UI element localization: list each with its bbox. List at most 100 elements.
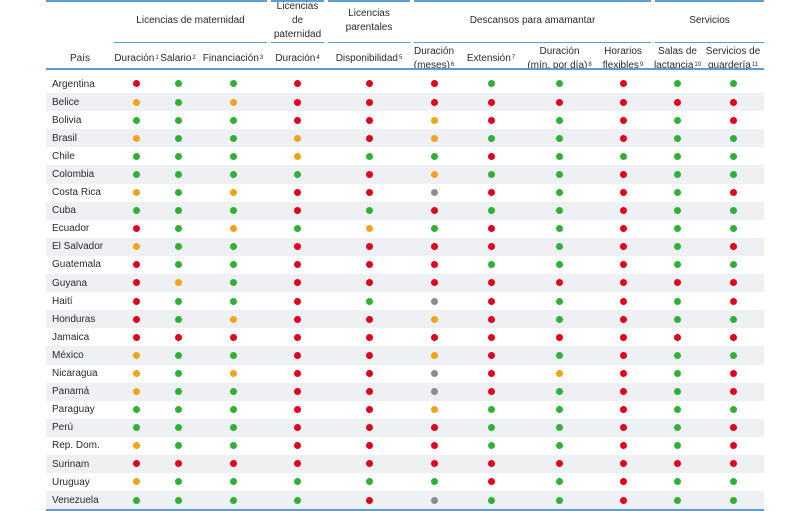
breastfeeding-months-cell — [412, 274, 457, 293]
table-row: Guyana — [46, 274, 765, 293]
status-dot-green — [229, 170, 237, 178]
parental-availability-cell — [326, 93, 413, 112]
breastfeeding-months-cell — [412, 310, 457, 329]
status-dot-red — [365, 460, 373, 468]
daycare-services-cell — [702, 346, 765, 365]
status-dot-red — [365, 496, 373, 504]
status-dot-red — [365, 388, 373, 395]
paternity-duration-cell — [269, 365, 326, 383]
lactation-rooms-cell — [653, 491, 703, 510]
country-cell: Panamá — [46, 382, 114, 401]
maternity-duration-cell — [114, 220, 159, 238]
lactation-rooms-cell — [653, 220, 702, 238]
benefits-table: Licencias de maternidad Licencias de pat… — [46, 0, 765, 510]
status-dot-green — [229, 351, 237, 359]
status-dot-red — [365, 369, 373, 377]
breastfeeding-months-cell — [412, 292, 456, 310]
breastfeeding-extension-cell — [456, 454, 527, 474]
lactation-rooms-cell — [653, 184, 702, 202]
status-dot-green — [729, 225, 737, 233]
status-dot-orange — [133, 388, 140, 395]
maternity-financing-cell — [197, 111, 269, 129]
status-dot-red — [729, 279, 737, 287]
status-dot-green — [729, 134, 737, 142]
country-cell: Ecuador — [52, 223, 90, 235]
status-dot-green — [487, 80, 495, 88]
status-dot-red — [487, 388, 495, 395]
status-dot-red — [487, 152, 495, 160]
country-cell: Chile — [52, 150, 75, 162]
flexible-hours-cell — [593, 346, 654, 365]
status-dot-red — [294, 424, 302, 432]
status-dot-green — [133, 406, 140, 414]
status-dot-orange — [133, 478, 140, 486]
status-dot-red — [294, 279, 302, 287]
flexible-hours-cell — [593, 454, 654, 474]
breastfeeding-minutes-cell — [526, 75, 593, 93]
table-row: Venezuela — [46, 491, 765, 510]
status-dot-red — [365, 315, 373, 323]
breastfeeding-extension-cell — [456, 165, 527, 184]
status-dot-green — [556, 478, 564, 486]
breastfeeding-minutes-cell — [526, 473, 593, 491]
status-dot-green — [674, 80, 682, 88]
maternity-financing-cell — [197, 220, 269, 238]
status-dot-red — [294, 98, 302, 106]
daycare-services-cell — [702, 147, 764, 165]
breastfeeding-extension-cell — [456, 418, 527, 437]
status-dot-red — [729, 297, 737, 305]
status-dot-green — [229, 80, 237, 88]
status-dot-green — [174, 315, 182, 323]
maternity-duration-cell — [114, 165, 159, 184]
status-dot-red — [294, 369, 302, 377]
breastfeeding-minutes-cell — [526, 382, 594, 401]
table-row: Paraguay — [46, 401, 764, 419]
daycare-services-cell — [702, 437, 764, 455]
maternity-salary-cell — [159, 147, 197, 165]
status-dot-green — [674, 496, 682, 504]
daycare-services-cell — [702, 310, 765, 329]
breastfeeding-extension-cell — [456, 310, 527, 329]
breastfeeding-minutes-cell — [526, 346, 594, 365]
lactation-rooms-cell — [653, 111, 702, 129]
table-row: Costa Rica — [46, 184, 764, 202]
maternity-financing-cell — [197, 201, 270, 220]
status-dot-green — [556, 315, 564, 323]
breastfeeding-months-cell — [412, 473, 456, 491]
status-dot-green — [174, 207, 182, 215]
status-dot-red — [133, 225, 140, 233]
flexible-hours-cell — [593, 237, 654, 256]
status-dot-red — [619, 388, 627, 395]
status-dot-red — [619, 225, 627, 233]
breastfeeding-minutes-cell — [526, 220, 593, 238]
status-dot-red — [174, 333, 182, 341]
table-row: El Salvador — [46, 237, 765, 256]
status-dot-green — [174, 188, 182, 196]
breastfeeding-extension-cell — [456, 147, 526, 165]
table-row: México — [46, 346, 765, 365]
status-dot-red — [365, 243, 373, 251]
status-dot-green — [174, 243, 182, 251]
status-dot-red — [619, 406, 627, 414]
status-dot-green — [229, 424, 237, 432]
maternity-financing-cell — [197, 129, 270, 148]
table-body: Argentina Belice Bolivia Brasil Chile Colombi… — [46, 75, 765, 510]
status-dot-green — [674, 243, 682, 251]
status-dot-red — [556, 460, 564, 468]
status-dot-red — [294, 333, 302, 341]
status-dot-red — [430, 80, 438, 88]
column-header-parental-availability: Disponibilidad5 — [335, 53, 403, 64]
status-dot-green — [674, 225, 682, 233]
status-dot-green — [174, 80, 182, 88]
country-cell: Cuba — [46, 201, 114, 220]
status-dot-green — [365, 152, 373, 160]
flexible-hours-cell — [593, 256, 653, 274]
paternity-duration-cell — [269, 473, 326, 491]
status-dot-green — [729, 261, 737, 269]
daycare-services-cell — [702, 184, 764, 202]
breastfeeding-minutes-cell — [526, 365, 593, 383]
status-dot-green — [174, 98, 182, 106]
status-dot-red — [619, 351, 627, 359]
breastfeeding-extension-cell — [456, 256, 526, 274]
status-dot-green — [133, 424, 140, 432]
